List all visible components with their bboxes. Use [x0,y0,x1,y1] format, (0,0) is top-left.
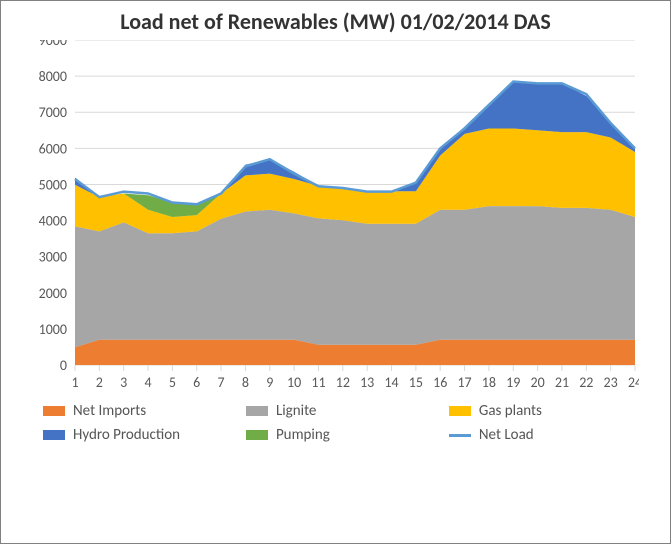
chart-container: Load net of Renewables (MW) 01/02/2014 D… [0,0,671,544]
svg-text:5000: 5000 [39,177,67,194]
svg-text:18: 18 [482,374,496,391]
legend-label: Gas plants [479,402,542,420]
svg-text:22: 22 [579,374,593,391]
svg-text:0: 0 [60,357,67,374]
legend-swatch [246,430,268,440]
svg-text:19: 19 [506,374,520,391]
svg-text:9: 9 [266,374,273,391]
plot-area: 0100020003000400050006000700080009000123… [19,40,644,398]
svg-text:4000: 4000 [39,213,67,230]
svg-text:8: 8 [242,374,249,391]
chart-title: Load net of Renewables (MW) 01/02/2014 D… [1,9,670,34]
svg-text:10: 10 [287,374,301,391]
svg-text:17: 17 [457,374,471,391]
svg-text:6000: 6000 [39,141,67,158]
legend-item: Gas plants [449,402,652,420]
legend-label: Hydro Production [73,426,180,444]
legend-label: Net Imports [73,402,146,420]
svg-text:7: 7 [218,374,225,391]
legend-swatch [246,406,268,416]
svg-text:2000: 2000 [39,285,67,302]
legend-swatch [43,430,65,440]
svg-text:16: 16 [433,374,447,391]
svg-text:4: 4 [144,374,151,391]
svg-text:7000: 7000 [39,105,67,122]
svg-text:23: 23 [604,374,618,391]
chart-svg: 0100020003000400050006000700080009000123… [19,40,639,398]
svg-text:3000: 3000 [39,249,67,266]
svg-text:2: 2 [96,374,103,391]
legend-item: Hydro Production [43,426,246,444]
svg-text:24: 24 [628,374,639,391]
svg-text:8000: 8000 [39,68,67,85]
svg-text:15: 15 [409,374,423,391]
svg-text:5: 5 [169,374,176,391]
svg-text:12: 12 [336,374,350,391]
svg-text:9000: 9000 [39,40,67,49]
legend-item: Pumping [246,426,449,444]
legend-swatch [43,406,65,416]
legend-label: Lignite [276,402,316,420]
svg-text:13: 13 [360,374,374,391]
svg-text:14: 14 [384,374,398,391]
svg-text:3: 3 [120,374,127,391]
svg-text:1: 1 [71,374,78,391]
svg-text:20: 20 [531,374,545,391]
legend-item: Net Imports [43,402,246,420]
legend-label: Net Load [479,426,534,444]
legend-item: Net Load [449,426,652,444]
legend-swatch [449,406,471,416]
legend-swatch [449,434,471,437]
legend-item: Lignite [246,402,449,420]
svg-text:6: 6 [193,374,200,391]
svg-text:21: 21 [555,374,569,391]
svg-text:11: 11 [311,374,325,391]
svg-text:1000: 1000 [39,321,67,338]
legend-label: Pumping [276,426,330,444]
legend: Net Imports Lignite Gas plants Hydro Produc… [43,402,658,450]
